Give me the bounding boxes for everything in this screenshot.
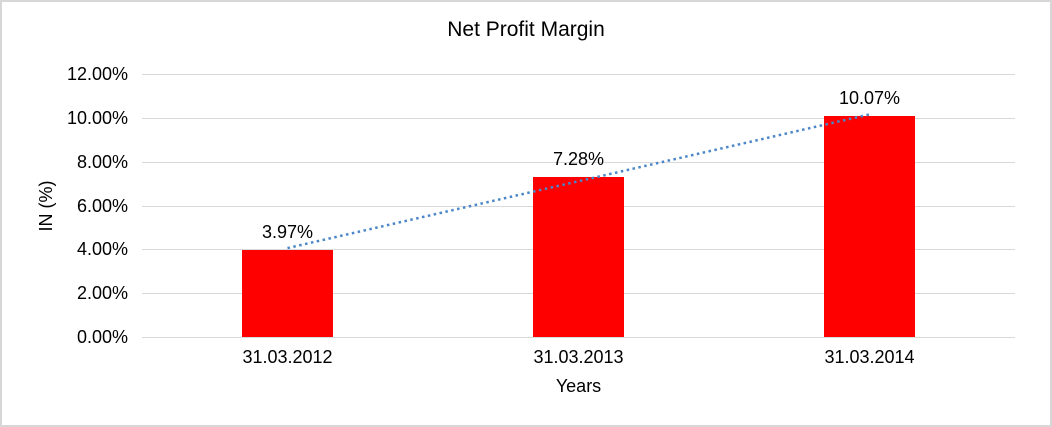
y-tick-label: 2.00% — [76, 283, 128, 304]
bar — [533, 177, 624, 337]
y-tick-label: 8.00% — [76, 151, 128, 172]
gridline — [142, 74, 1015, 75]
x-tick-label: 31.03.2012 — [242, 347, 333, 367]
trendline — [287, 113, 870, 250]
y-tick-label: 4.00% — [76, 239, 128, 260]
y-tick-label: 10.00% — [66, 107, 128, 128]
y-tick-label: 6.00% — [76, 195, 128, 216]
plot-area — [142, 74, 1015, 338]
y-tick-label: 12.00% — [66, 64, 128, 84]
gridline — [142, 337, 1015, 338]
bar — [824, 116, 915, 337]
gridline — [142, 161, 1015, 163]
bar-data-label: 7.28% — [552, 149, 605, 170]
x-axis-title: Years — [555, 376, 602, 396]
y-tick-label: 0.00% — [76, 327, 128, 347]
x-tick-label: 31.03.2014 — [824, 347, 915, 367]
bar-data-label: 10.07% — [838, 88, 901, 109]
gridline — [142, 117, 1015, 119]
bar-data-label: 3.97% — [261, 221, 314, 242]
bar — [242, 250, 333, 337]
x-tick-label: 31.03.2013 — [533, 347, 624, 367]
chart-title: Net Profit Margin — [447, 18, 605, 41]
